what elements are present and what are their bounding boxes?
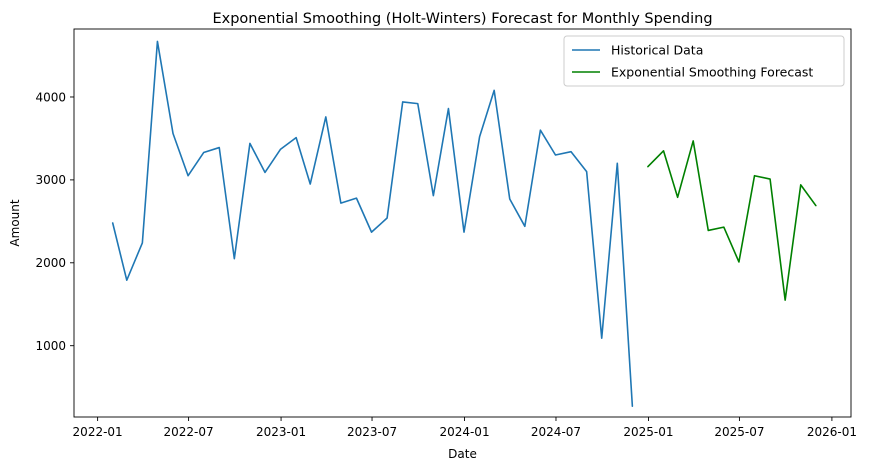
series-line-1: [647, 140, 817, 301]
plot-area-frame: [73, 28, 852, 418]
legend-label-0: Historical Data: [611, 43, 703, 58]
x-tick-label: 2024-07: [531, 425, 581, 439]
series-line-0: [111, 40, 634, 408]
chart-title: Exponential Smoothing (Holt-Winters) For…: [212, 11, 712, 27]
series-lines: [111, 40, 817, 408]
y-tick-label: 2000: [35, 256, 66, 270]
axis-ticks: 2022-01 2022-07 2023-01 2023-07 2024-01 2024-…: [35, 90, 857, 439]
x-tick-label: 2025-01: [623, 425, 673, 439]
x-tick-label: 2023-07: [347, 425, 397, 439]
y-axis-label: Amount: [8, 199, 22, 246]
x-tick-label: 2026-01: [807, 425, 857, 439]
legend-box: [563, 35, 845, 87]
x-tick-label: 2025-07: [714, 425, 764, 439]
x-tick-label: 2023-01: [256, 425, 306, 439]
legend-label-1: Exponential Smoothing Forecast: [611, 65, 813, 80]
x-tick-label: 2022-07: [164, 425, 214, 439]
x-axis-label: Date: [448, 447, 477, 461]
legend: Historical Data Exponential Smoothing For…: [563, 35, 845, 87]
y-tick-label: 1000: [35, 339, 66, 353]
x-tick-label: 2024-01: [439, 425, 489, 439]
x-tick-label: 2022-01: [73, 425, 123, 439]
y-tick-label: 3000: [35, 173, 66, 187]
y-tick-label: 4000: [35, 90, 66, 104]
